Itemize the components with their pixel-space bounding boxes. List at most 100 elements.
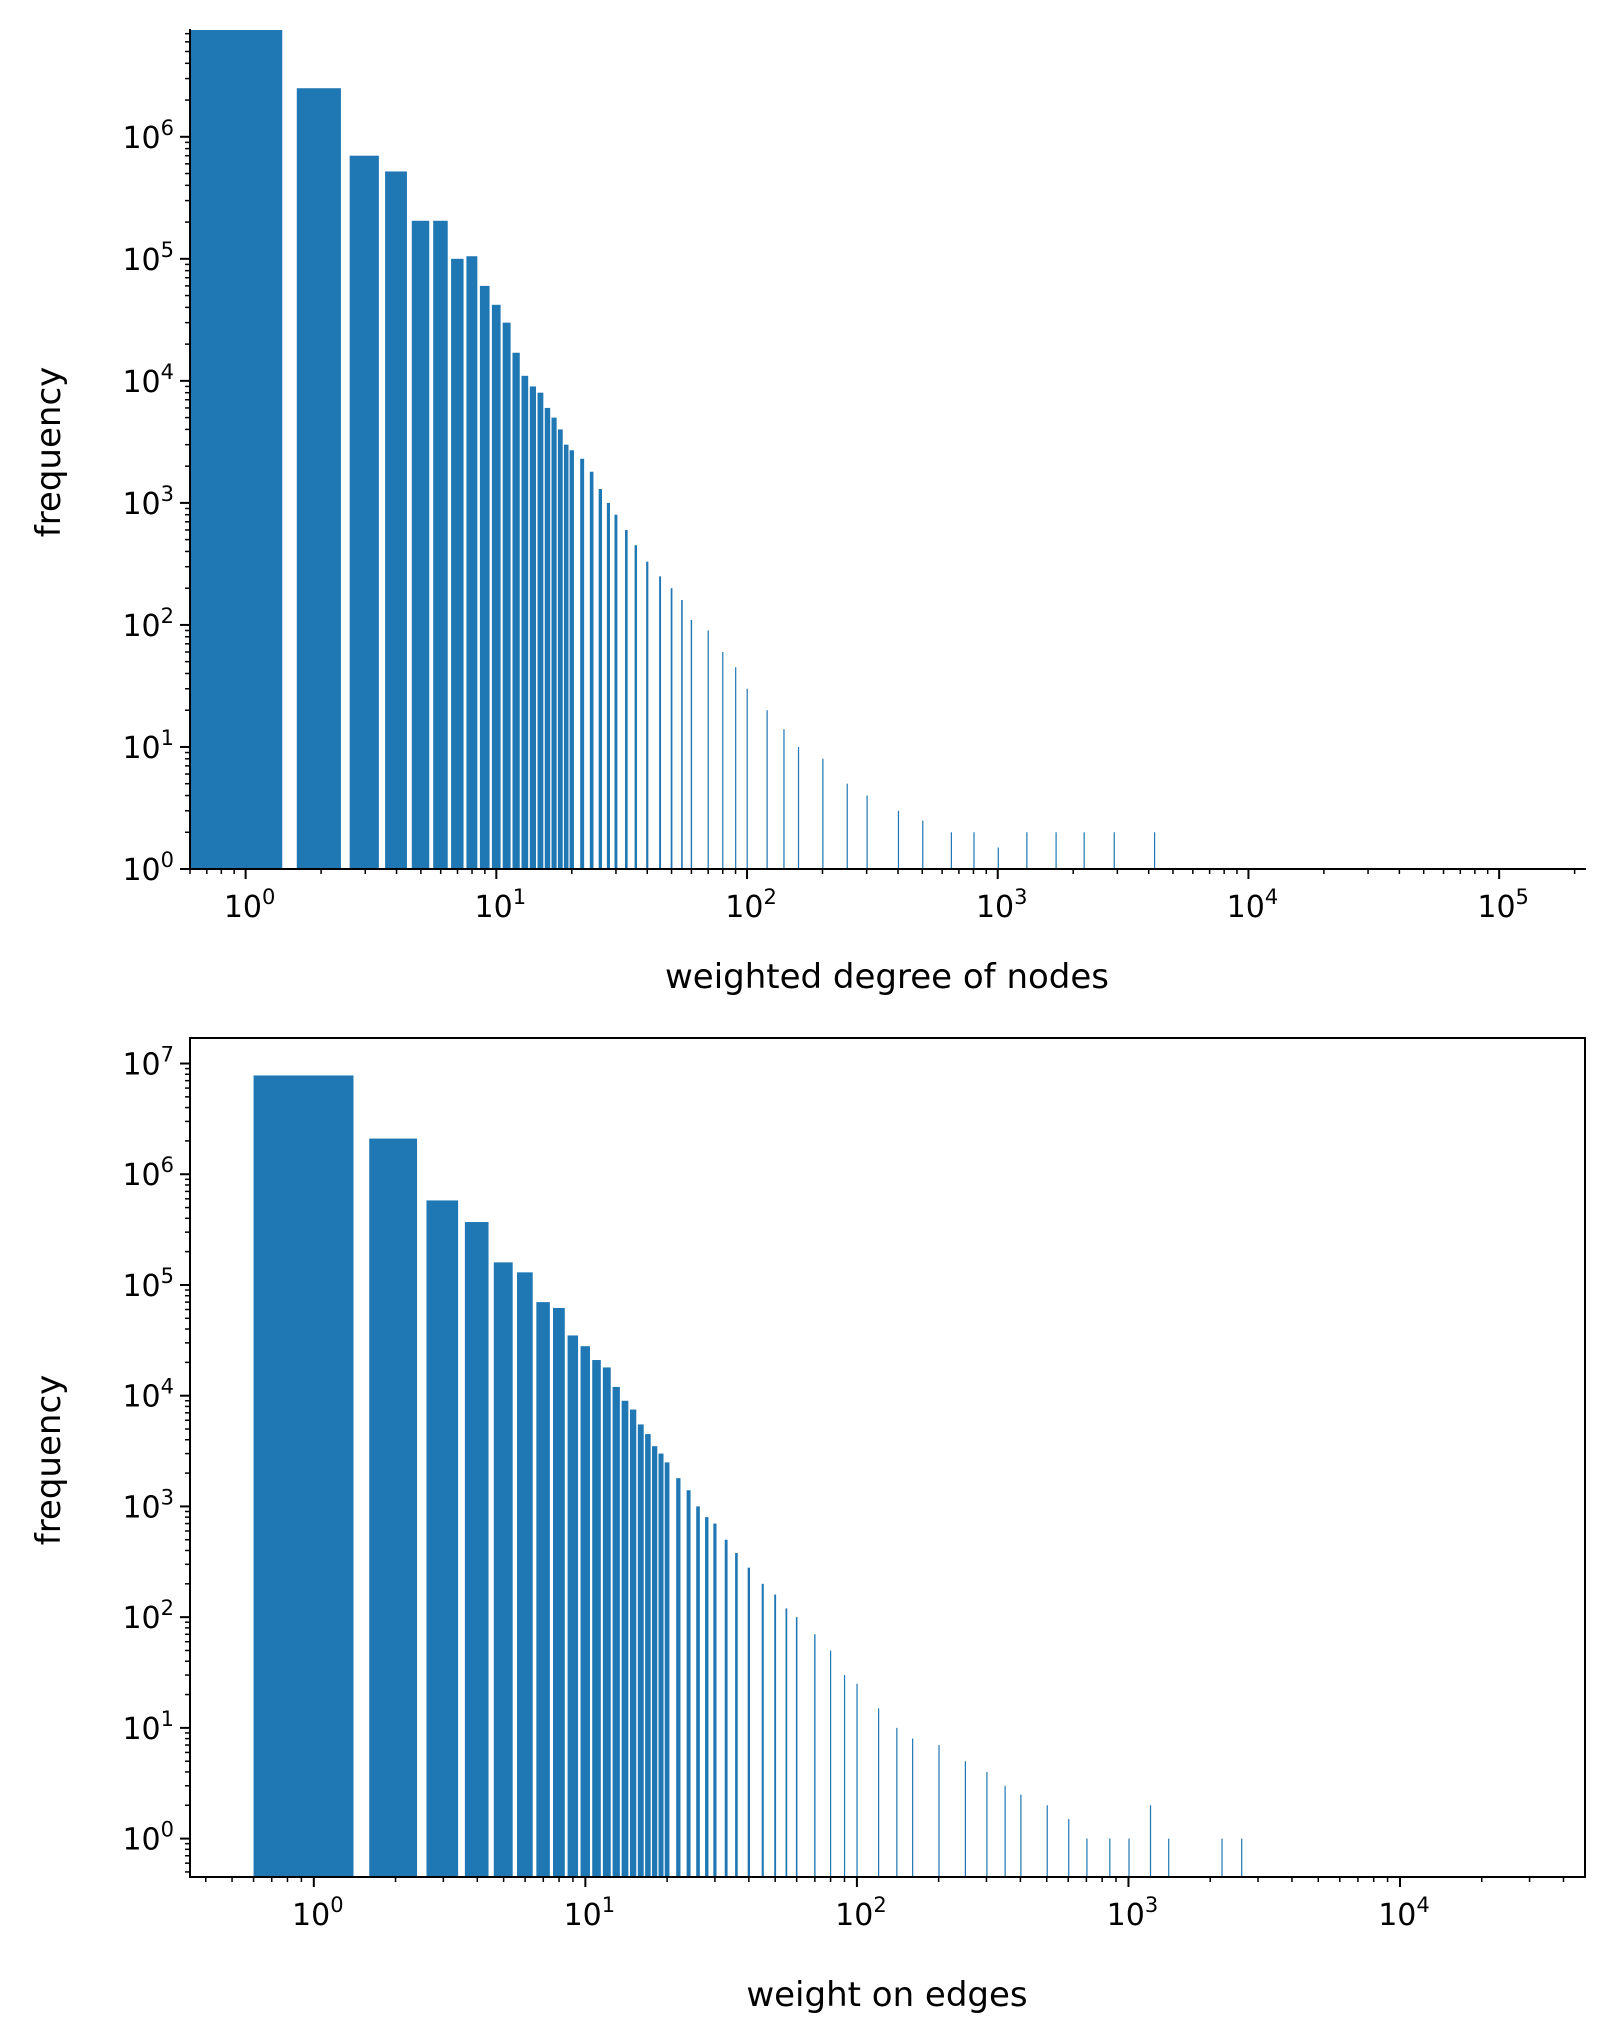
degree-histogram-x-tick-label: 102 xyxy=(725,885,777,925)
edge-weight-histogram-bar xyxy=(1241,1838,1243,1877)
degree-histogram-bar xyxy=(598,488,603,869)
edge-weight-histogram-y-tick-label: 103 xyxy=(122,1485,174,1525)
edge-weight-histogram-bar xyxy=(1168,1838,1170,1877)
degree-histogram-bar xyxy=(1113,832,1115,869)
edge-weight-histogram-x-tick-label: 101 xyxy=(564,1893,616,1933)
degree-histogram-bar xyxy=(646,561,649,869)
degree-histogram-bar xyxy=(766,710,768,869)
degree-histogram-bar xyxy=(950,832,952,869)
edge-weight-histogram-bar xyxy=(664,1462,670,1877)
degree-histogram-bar xyxy=(634,545,637,869)
edge-weight-histogram-bar xyxy=(1020,1794,1022,1877)
degree-histogram-bar xyxy=(385,171,407,869)
degree-histogram-x-tick-label: 105 xyxy=(1477,885,1529,925)
degree-histogram-bar xyxy=(690,619,693,869)
degree-histogram-bar xyxy=(997,847,999,869)
edge-weight-histogram-bar xyxy=(747,1567,751,1877)
degree-histogram-y-tick-label: 100 xyxy=(122,848,174,888)
edge-weight-histogram-x-tick-label: 103 xyxy=(1107,1893,1159,1933)
edge-weight-histogram-bar xyxy=(637,1424,644,1877)
edge-weight-histogram-bar xyxy=(567,1335,579,1877)
degree-histogram-bar xyxy=(1083,832,1085,869)
degree-histogram-panel: 100 101 102 103 104 105 106 100 101 102 103 104 105… xyxy=(29,29,1586,997)
degree-histogram-y-tick-label: 104 xyxy=(122,360,174,400)
degree-histogram-bar xyxy=(521,375,529,869)
degree-histogram-bar xyxy=(846,783,848,869)
edge-weight-histogram-bar xyxy=(878,1708,880,1877)
degree-histogram-bar xyxy=(624,529,628,869)
edge-weight-histogram-bar xyxy=(652,1446,658,1877)
edge-weight-histogram-bar xyxy=(464,1222,489,1877)
edge-weight-histogram-y-tick-label: 104 xyxy=(122,1375,174,1415)
degree-histogram-axes-frame xyxy=(189,29,1586,870)
degree-histogram-bar xyxy=(502,322,511,869)
edge-weight-histogram-x-ticks: 100 101 102 103 104 xyxy=(204,1877,1565,1933)
degree-histogram-bar xyxy=(681,600,683,869)
degree-histogram-bar xyxy=(349,155,379,869)
degree-histogram-bar xyxy=(822,758,824,869)
edge-weight-histogram-bar xyxy=(795,1617,798,1877)
edge-weight-histogram-bar xyxy=(696,1506,700,1877)
edge-weight-histogram-bar xyxy=(612,1386,620,1877)
edge-weight-histogram-x-tick-label: 102 xyxy=(835,1893,887,1933)
degree-histogram-y-tick-label: 102 xyxy=(122,604,174,644)
edge-weight-histogram-bar xyxy=(986,1771,988,1877)
degree-histogram-bar xyxy=(973,832,975,869)
degree-histogram-bar xyxy=(707,630,709,869)
edge-weight-histogram-panel: 100 101 102 103 104 105 106 107 100 101 102 103 104… xyxy=(29,1037,1586,2015)
degree-histogram-bar xyxy=(735,667,737,869)
degree-histogram-y-tick-label: 106 xyxy=(122,116,174,156)
edge-weight-histogram-bar xyxy=(814,1634,816,1877)
edge-weight-histogram-bar xyxy=(645,1434,651,1877)
degree-histogram-bar xyxy=(190,30,283,869)
degree-histogram-bar xyxy=(563,444,569,869)
degree-histogram-bar xyxy=(479,285,490,869)
edge-weight-histogram-y-ticks: 100 101 102 103 104 105 106 107 xyxy=(122,1043,190,1873)
edge-weight-histogram-bar xyxy=(369,1138,418,1877)
edge-weight-histogram-bar xyxy=(761,1583,764,1877)
degree-histogram-bar xyxy=(1055,832,1057,869)
degree-histogram-y-tick-label: 105 xyxy=(122,238,174,278)
edge-weight-histogram-bar xyxy=(1221,1838,1223,1877)
degree-histogram-bar xyxy=(551,417,557,869)
edge-weight-histogram-bar xyxy=(830,1650,832,1877)
edge-weight-histogram-bar xyxy=(493,1262,513,1877)
edge-weight-histogram-bars xyxy=(253,1075,1243,1877)
degree-histogram-bar xyxy=(589,471,594,869)
degree-histogram-bar xyxy=(614,514,618,869)
edge-weight-histogram-bar xyxy=(658,1453,664,1877)
degree-histogram-bar xyxy=(746,688,748,869)
edge-weight-histogram-bar xyxy=(1086,1838,1088,1877)
edge-weight-histogram-bar xyxy=(621,1400,629,1877)
edge-weight-histogram-bar xyxy=(856,1683,858,1877)
edge-weight-histogram-y-axis-label: frequency xyxy=(29,1375,69,1546)
edge-weight-histogram-y-tick-label: 101 xyxy=(122,1707,174,1747)
degree-histogram-x-tick-label: 104 xyxy=(1227,885,1279,925)
edge-weight-histogram-bar xyxy=(580,1346,590,1877)
degree-histogram-bar xyxy=(606,502,610,869)
edge-weight-histogram-y-tick-label: 100 xyxy=(122,1818,174,1858)
degree-histogram-x-tick-label: 101 xyxy=(475,885,527,925)
edge-weight-histogram-x-tick-label: 100 xyxy=(292,1893,344,1933)
edge-weight-histogram-bar xyxy=(1109,1838,1111,1877)
edge-weight-histogram-x-tick-label: 104 xyxy=(1378,1893,1430,1933)
edge-weight-histogram-bar xyxy=(938,1745,940,1877)
edge-weight-histogram-y-tick-label: 107 xyxy=(122,1043,174,1083)
degree-histogram-bar xyxy=(670,588,673,869)
degree-histogram-y-tick-label: 101 xyxy=(122,726,174,766)
degree-histogram-bar xyxy=(659,576,662,869)
degree-histogram-y-tick-label: 103 xyxy=(122,482,174,522)
degree-histogram-x-ticks: 100 101 102 103 104 105 xyxy=(189,869,1576,925)
edge-weight-histogram-bar xyxy=(552,1307,565,1877)
degree-histogram-bar xyxy=(557,429,563,869)
degree-histogram-bar xyxy=(411,220,430,869)
degree-histogram-bar xyxy=(529,386,537,869)
edge-weight-histogram-bar xyxy=(1149,1805,1152,1877)
degree-histogram-bar xyxy=(922,820,924,869)
degree-histogram-bar xyxy=(783,729,785,869)
edge-weight-histogram-bar xyxy=(686,1490,691,1877)
edge-weight-histogram-bar xyxy=(516,1272,533,1877)
degree-histogram-bar xyxy=(1026,832,1028,869)
degree-histogram-bar xyxy=(866,795,868,869)
edge-weight-histogram-bar xyxy=(724,1539,728,1877)
